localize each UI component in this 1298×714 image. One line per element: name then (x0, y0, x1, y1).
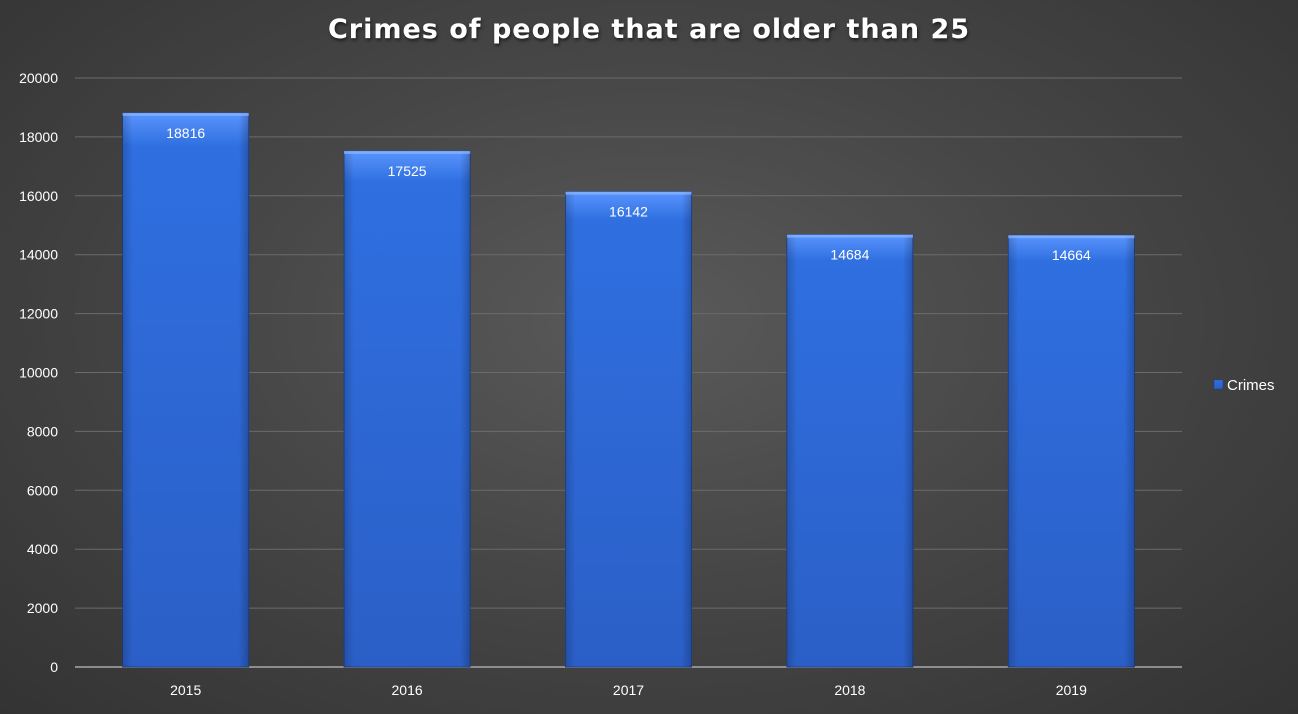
data-label: 14684 (830, 247, 869, 263)
bar-2015 (122, 112, 250, 668)
bar-highlight (344, 150, 471, 154)
y-tick-label: 16000 (19, 188, 58, 204)
x-tick-label: 2017 (613, 682, 644, 698)
y-tick-label: 6000 (27, 482, 58, 498)
bar-highlight (786, 234, 913, 238)
bar-highlight (565, 191, 692, 195)
y-tick-label: 2000 (27, 600, 58, 616)
x-tick-label: 2018 (834, 682, 865, 698)
bar-2016 (343, 150, 471, 668)
y-tick-label: 8000 (27, 423, 58, 439)
bar-2017 (565, 191, 692, 668)
data-label: 14664 (1052, 247, 1091, 263)
legend: Crimes (1213, 377, 1275, 394)
y-tick-label: 0 (50, 659, 58, 675)
y-tick-label: 18000 (19, 129, 58, 145)
bar-highlight (1008, 235, 1135, 239)
bar-shade (565, 191, 692, 667)
x-tick-label: 2019 (1056, 682, 1087, 698)
y-tick-label: 4000 (27, 541, 58, 557)
data-labels: 18816 17525 16142 14684 14664 (166, 125, 1091, 263)
x-tick-label: 2016 (392, 682, 423, 698)
bar-highlight (122, 112, 249, 116)
x-tick-label: 2015 (170, 682, 201, 698)
bars (122, 112, 1135, 668)
y-tick-label: 10000 (19, 365, 58, 381)
data-label: 18816 (166, 125, 205, 141)
y-tick-label: 20000 (19, 70, 58, 86)
bar-shade (1008, 235, 1135, 667)
bar-shade (344, 150, 471, 668)
data-label: 16142 (609, 204, 648, 220)
y-tick-label: 14000 (19, 247, 58, 263)
bar-2018 (786, 234, 914, 668)
data-label: 17525 (388, 163, 427, 179)
legend-swatch (1213, 379, 1224, 390)
legend-label: Crimes (1227, 377, 1275, 394)
y-tick-label: 12000 (19, 306, 58, 322)
x-axis-ticks: 2015 2016 2017 2018 2019 (170, 682, 1087, 698)
chart-title: Crimes of people that are older than 25 (327, 14, 971, 45)
y-axis-ticks: 0 2000 4000 6000 8000 10000 12000 14000 16000 180… (19, 70, 58, 675)
bar-shade (786, 234, 913, 667)
bar-shade (122, 112, 249, 668)
bar-2019 (1007, 234, 1135, 668)
